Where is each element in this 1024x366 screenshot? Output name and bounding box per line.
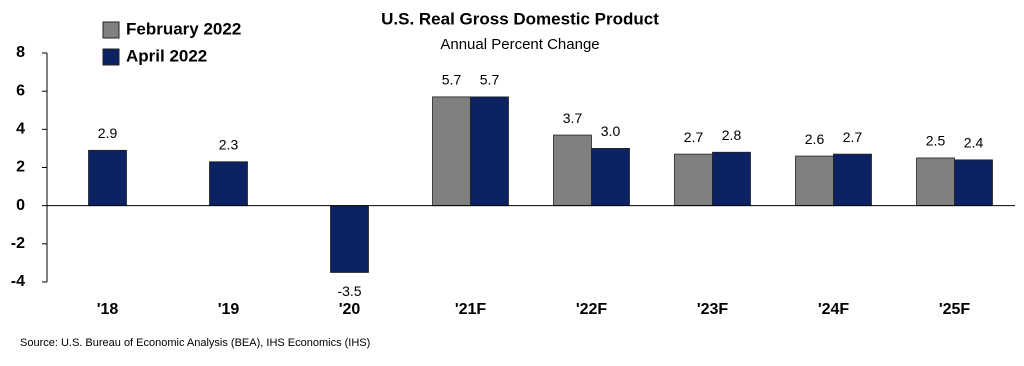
value-label: 2.3 xyxy=(219,136,239,152)
bar xyxy=(470,96,509,207)
value-label: 2.4 xyxy=(964,135,984,151)
value-label: 3.7 xyxy=(563,110,583,126)
y-tick-label: 6 xyxy=(16,82,25,99)
value-label: -3.5 xyxy=(337,283,361,299)
legend-swatch xyxy=(102,21,120,39)
y-tick-label: 2 xyxy=(16,159,25,176)
bar xyxy=(795,155,834,207)
bar xyxy=(330,205,369,273)
value-label: 2.7 xyxy=(684,129,704,145)
bar xyxy=(591,148,630,207)
value-label: 3.0 xyxy=(601,123,621,139)
value-label: 2.5 xyxy=(926,133,946,149)
value-label: 2.7 xyxy=(843,129,863,145)
chart-subtitle: Annual Percent Change xyxy=(440,36,599,53)
legend-label: April 2022 xyxy=(126,46,207,65)
y-tick-label: 4 xyxy=(16,121,25,138)
bar xyxy=(553,134,592,207)
bar xyxy=(833,153,872,207)
source-note: Source: U.S. Bureau of Economic Analysis… xyxy=(20,337,370,349)
x-tick-label: '22F xyxy=(576,301,608,318)
x-tick-label: '23F xyxy=(697,301,729,318)
bar xyxy=(916,157,955,207)
bar xyxy=(88,149,127,207)
x-tick-label: '24F xyxy=(818,301,850,318)
value-label: 2.8 xyxy=(722,127,742,143)
x-tick-label: '25F xyxy=(939,301,971,318)
y-tick-label: -4 xyxy=(11,273,25,290)
value-label: 5.7 xyxy=(480,72,500,88)
value-label: 5.7 xyxy=(442,72,462,88)
x-tick-label: '18 xyxy=(97,301,119,318)
bar xyxy=(712,151,751,207)
y-tick-label: 0 xyxy=(16,197,25,214)
legend-label: February 2022 xyxy=(126,19,241,38)
bar xyxy=(954,159,993,207)
x-tick-label: '20 xyxy=(339,301,361,318)
chart-title: U.S. Real Gross Domestic Product xyxy=(381,9,659,28)
y-tick-label: 8 xyxy=(16,44,25,61)
bar xyxy=(432,96,471,207)
value-label: 2.6 xyxy=(805,131,825,147)
legend-swatch xyxy=(102,48,120,66)
bar xyxy=(209,161,248,207)
value-label: 2.9 xyxy=(98,125,118,141)
y-tick-label: -2 xyxy=(11,235,25,252)
bar xyxy=(674,153,713,207)
x-tick-label: '21F xyxy=(455,301,487,318)
x-tick-label: '19 xyxy=(218,301,240,318)
